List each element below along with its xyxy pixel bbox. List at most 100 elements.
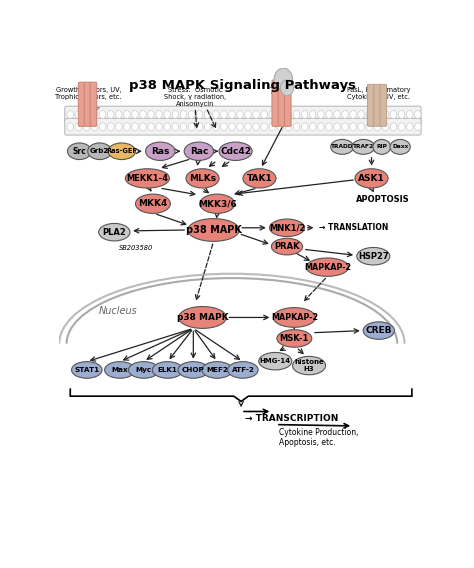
Text: TRAF2: TRAF2: [353, 144, 374, 149]
Text: MAPKAP-2: MAPKAP-2: [304, 262, 351, 272]
Ellipse shape: [105, 362, 135, 378]
Circle shape: [164, 123, 171, 131]
Ellipse shape: [128, 362, 159, 378]
Circle shape: [237, 123, 243, 131]
Ellipse shape: [292, 356, 326, 375]
FancyBboxPatch shape: [90, 82, 97, 126]
Text: Daxx: Daxx: [392, 144, 408, 149]
Circle shape: [220, 111, 227, 119]
Circle shape: [196, 111, 203, 119]
Text: TRADD: TRADD: [331, 144, 353, 149]
Ellipse shape: [259, 352, 292, 370]
Ellipse shape: [200, 194, 235, 214]
Circle shape: [342, 123, 348, 131]
Ellipse shape: [152, 362, 183, 378]
Text: CHOP: CHOP: [182, 367, 205, 373]
Text: Cdc42: Cdc42: [220, 147, 251, 156]
Circle shape: [148, 111, 155, 119]
Text: Ras-GEF: Ras-GEF: [106, 148, 137, 154]
Circle shape: [108, 123, 114, 131]
Circle shape: [398, 111, 405, 119]
Ellipse shape: [243, 169, 276, 188]
Text: Nucleus: Nucleus: [99, 306, 137, 316]
Text: PLA2: PLA2: [102, 228, 126, 237]
FancyBboxPatch shape: [65, 119, 421, 135]
Ellipse shape: [178, 362, 209, 378]
FancyBboxPatch shape: [65, 106, 421, 123]
FancyBboxPatch shape: [272, 80, 279, 126]
Ellipse shape: [228, 362, 258, 378]
Circle shape: [301, 111, 308, 119]
Circle shape: [277, 123, 284, 131]
Text: Cytokine Production,
Apoptosis, etc.: Cytokine Production, Apoptosis, etc.: [279, 428, 358, 447]
Circle shape: [414, 123, 421, 131]
Text: HSP27: HSP27: [358, 252, 389, 261]
Text: Grb2: Grb2: [90, 148, 109, 154]
FancyBboxPatch shape: [284, 80, 291, 126]
Circle shape: [196, 123, 203, 131]
FancyBboxPatch shape: [367, 84, 374, 126]
Circle shape: [374, 111, 381, 119]
Circle shape: [172, 111, 179, 119]
Ellipse shape: [108, 143, 136, 160]
Text: PRAK: PRAK: [274, 242, 300, 251]
Circle shape: [382, 111, 389, 119]
Text: MAPKAP-2: MAPKAP-2: [271, 313, 318, 322]
Circle shape: [140, 123, 146, 131]
Circle shape: [398, 123, 405, 131]
Ellipse shape: [357, 248, 390, 265]
Circle shape: [310, 123, 316, 131]
Circle shape: [156, 123, 163, 131]
Circle shape: [148, 123, 155, 131]
Circle shape: [132, 111, 138, 119]
Circle shape: [245, 111, 251, 119]
Ellipse shape: [99, 223, 130, 241]
Text: TAK1: TAK1: [246, 174, 273, 183]
Circle shape: [269, 111, 275, 119]
Circle shape: [261, 123, 267, 131]
Text: p38 MAPK: p38 MAPK: [177, 313, 228, 322]
Circle shape: [212, 111, 219, 119]
Ellipse shape: [277, 329, 312, 347]
Text: p38 MAPK: p38 MAPK: [186, 225, 241, 235]
Text: CREB: CREB: [365, 326, 392, 335]
Circle shape: [132, 123, 138, 131]
Ellipse shape: [270, 219, 304, 236]
Circle shape: [293, 111, 300, 119]
Text: MEF2: MEF2: [206, 367, 228, 373]
Circle shape: [406, 123, 413, 131]
Text: p38 MAPK Signaling Pathways: p38 MAPK Signaling Pathways: [129, 79, 356, 92]
Text: Ras: Ras: [151, 147, 170, 156]
Circle shape: [220, 123, 227, 131]
Text: STAT1: STAT1: [74, 367, 100, 373]
Circle shape: [358, 123, 365, 131]
Ellipse shape: [184, 142, 213, 160]
FancyBboxPatch shape: [84, 82, 91, 126]
Text: MKK4: MKK4: [138, 199, 168, 208]
Circle shape: [285, 123, 292, 131]
Circle shape: [326, 123, 332, 131]
Text: MEKK1-4: MEKK1-4: [127, 174, 168, 183]
Text: Max: Max: [111, 367, 128, 373]
Circle shape: [366, 111, 373, 119]
Circle shape: [99, 123, 106, 131]
Circle shape: [140, 111, 146, 119]
Text: ELK1: ELK1: [158, 367, 178, 373]
Text: RIP: RIP: [376, 144, 387, 149]
Ellipse shape: [219, 142, 252, 160]
Text: Rac: Rac: [190, 147, 208, 156]
Circle shape: [366, 123, 373, 131]
Ellipse shape: [146, 142, 175, 160]
Circle shape: [274, 68, 292, 90]
Circle shape: [91, 123, 98, 131]
Circle shape: [212, 123, 219, 131]
Ellipse shape: [202, 362, 232, 378]
Circle shape: [390, 111, 397, 119]
Circle shape: [261, 111, 267, 119]
Circle shape: [253, 111, 259, 119]
Circle shape: [334, 111, 340, 119]
Circle shape: [414, 111, 421, 119]
Circle shape: [350, 111, 356, 119]
Ellipse shape: [306, 258, 348, 277]
Polygon shape: [370, 107, 381, 114]
